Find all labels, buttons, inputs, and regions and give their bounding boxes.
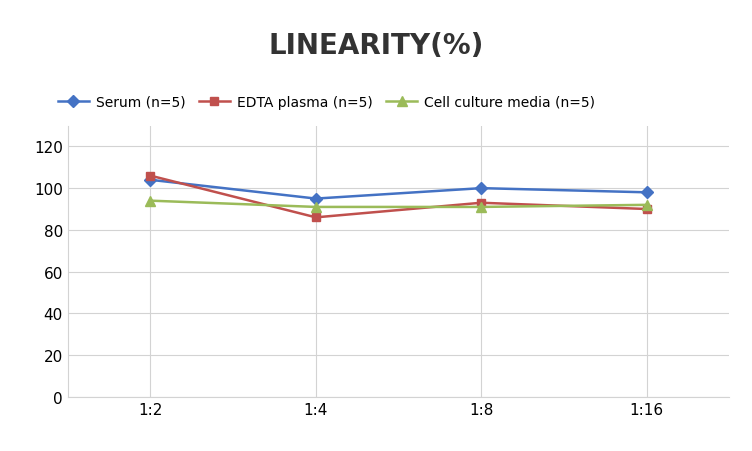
Cell culture media (n=5) (642, 202, 651, 208)
EDTA plasma (n=5) (642, 207, 651, 212)
Serum (n=5) (477, 186, 486, 191)
Cell culture media (n=5) (311, 205, 320, 210)
Line: EDTA plasma (n=5): EDTA plasma (n=5) (146, 172, 651, 222)
Cell culture media (n=5) (146, 198, 155, 204)
EDTA plasma (n=5) (477, 201, 486, 206)
Line: Cell culture media (n=5): Cell culture media (n=5) (146, 196, 651, 212)
Cell culture media (n=5) (477, 205, 486, 210)
Serum (n=5) (642, 190, 651, 196)
EDTA plasma (n=5) (311, 215, 320, 221)
Serum (n=5) (311, 197, 320, 202)
Line: Serum (n=5): Serum (n=5) (146, 176, 651, 203)
EDTA plasma (n=5) (146, 174, 155, 179)
Text: LINEARITY(%): LINEARITY(%) (268, 32, 484, 60)
Legend: Serum (n=5), EDTA plasma (n=5), Cell culture media (n=5): Serum (n=5), EDTA plasma (n=5), Cell cul… (53, 90, 600, 115)
Serum (n=5) (146, 178, 155, 183)
